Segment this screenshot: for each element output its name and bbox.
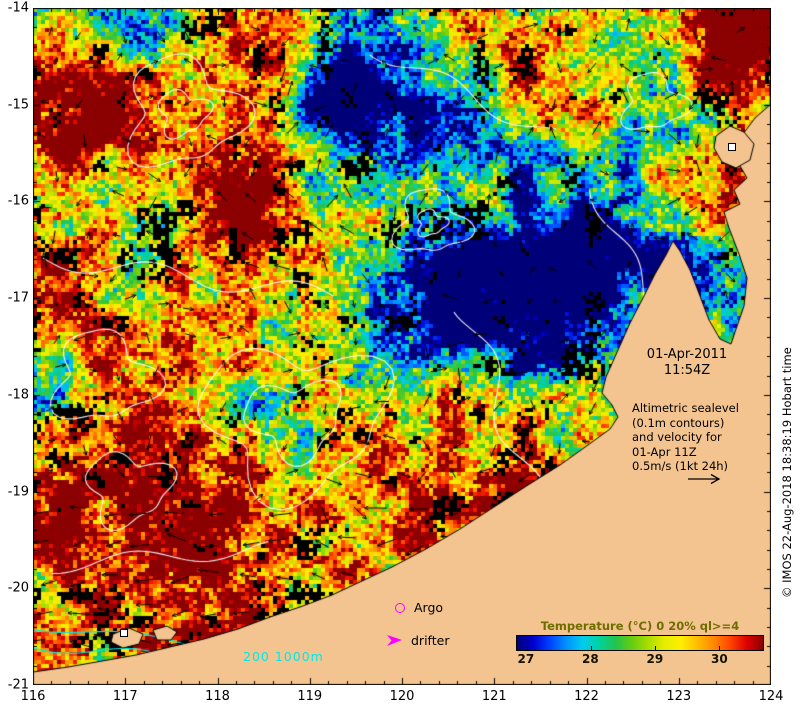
x-tick-label: 123 bbox=[666, 689, 692, 704]
y-tick-label: -17 bbox=[7, 290, 29, 306]
copyright-text: © IMOS 22-Aug-2018 18:38:19 Hobart time bbox=[780, 347, 794, 598]
y-tick-label: -18 bbox=[7, 387, 29, 403]
annotation-line: Altimetric sealevel bbox=[632, 401, 739, 415]
argo-label: Argo bbox=[414, 600, 444, 615]
temperature-colorbar: Temperature (°C) 0 20% ql>=4 27 28 29 30 bbox=[516, 619, 764, 666]
colorbar-tickmark bbox=[718, 646, 720, 650]
annotation-line: and velocity for bbox=[632, 430, 722, 445]
colorbar-tick-label: 27 bbox=[517, 652, 535, 666]
colorbar-title: Temperature (°C) 0 20% ql>=4 bbox=[540, 619, 740, 633]
timestamp-date: 01-Apr-2011 bbox=[646, 347, 728, 362]
argo-legend: Argo bbox=[395, 600, 443, 615]
timestamp: 01-Apr-2011 11:54Z bbox=[622, 347, 752, 379]
argo-marker-icon bbox=[395, 602, 405, 613]
station-marker bbox=[728, 143, 736, 151]
annotation-block: Altimetric sealevel (0.1m contours) and … bbox=[632, 401, 772, 474]
x-tick-label: 121 bbox=[481, 689, 507, 704]
x-tick-label: 119 bbox=[297, 689, 323, 704]
y-tick-label: -21 bbox=[7, 677, 29, 693]
x-tick-label: 124 bbox=[758, 689, 784, 704]
annotation-line: 0.5m/s (1kt 24h) bbox=[632, 459, 729, 474]
x-tick-label: 120 bbox=[389, 689, 415, 704]
drifter-label: drifter bbox=[411, 633, 450, 648]
x-tick-label: 118 bbox=[205, 689, 230, 704]
colorbar-tickmark bbox=[590, 646, 592, 650]
y-tick-label: -19 bbox=[7, 484, 29, 500]
annotation-line: (0.1m contours) bbox=[632, 415, 725, 430]
x-tick-label: 116 bbox=[20, 689, 46, 704]
drifter-marker-icon bbox=[387, 635, 402, 646]
colorbar-gradient-bar bbox=[516, 635, 764, 651]
isobath-depth-label: 200 1000m bbox=[243, 649, 324, 664]
station-marker bbox=[120, 629, 128, 637]
colorbar-tickmark bbox=[526, 646, 528, 650]
colorbar-tick-labels: 27 28 29 30 bbox=[516, 651, 764, 666]
y-tick-label: -15 bbox=[7, 97, 29, 113]
x-tick-label: 117 bbox=[112, 689, 138, 704]
colorbar-tickmark bbox=[654, 646, 656, 650]
x-tick-label: 122 bbox=[574, 689, 599, 704]
velocity-scale-arrow-icon bbox=[688, 473, 721, 485]
colorbar-tick-label: 29 bbox=[646, 652, 664, 666]
timestamp-time: 11:54Z bbox=[663, 363, 711, 378]
drifter-legend: drifter bbox=[386, 633, 449, 648]
colorbar-tick-label: 28 bbox=[582, 652, 599, 666]
y-tick-label: -14 bbox=[7, 0, 29, 16]
y-tick-label: -20 bbox=[7, 580, 29, 596]
sst-map-canvas bbox=[33, 8, 771, 685]
annotation-line: 01-Apr 11Z bbox=[632, 444, 697, 459]
colorbar-tick-label: 30 bbox=[711, 652, 728, 666]
y-tick-label: -16 bbox=[7, 193, 29, 209]
